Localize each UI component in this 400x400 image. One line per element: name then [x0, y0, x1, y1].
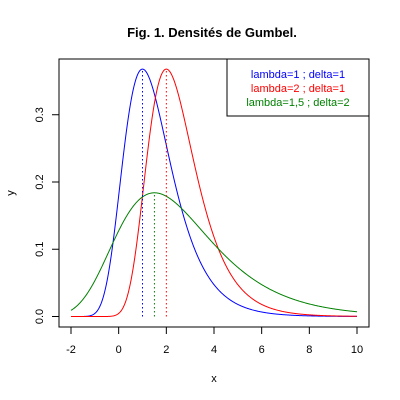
x-tick-label: 0	[116, 344, 122, 356]
x-tick-label: 2	[163, 344, 169, 356]
mode-lines-group	[142, 69, 167, 317]
series-line-3	[70, 192, 358, 313]
legend-entry-2: lambda=2 ; delta=1	[251, 83, 345, 95]
legend-entry-1: lambda=1 ; delta=1	[251, 69, 345, 81]
curves-group	[70, 68, 358, 317]
x-tick-label: -2	[66, 344, 76, 356]
x-tick-label: 8	[306, 344, 312, 356]
x-tick-label: 6	[259, 344, 265, 356]
x-axis: -2 0 2 4 6 8 10	[66, 326, 363, 356]
y-tick-label: 0.0	[34, 309, 46, 324]
y-axis-label: y	[5, 190, 17, 196]
x-tick-label: 10	[351, 344, 363, 356]
legend: lambda=1 ; delta=1 lambda=2 ; delta=1 lamb…	[226, 58, 370, 117]
x-axis-label: x	[211, 373, 217, 385]
y-axis: 0.0 0.1 0.2 0.3	[34, 107, 60, 324]
chart-title: Fig. 1. Densités de Gumbel.	[127, 25, 297, 40]
legend-entry-3: lambda=1,5 ; delta=2	[246, 97, 349, 109]
series-line-2	[71, 68, 357, 317]
legend-box	[226, 58, 370, 117]
series-line-1	[71, 68, 357, 317]
y-tick-label: 0.1	[34, 242, 46, 257]
x-tick-label: 4	[211, 344, 217, 356]
y-tick-label: 0.2	[34, 174, 46, 189]
y-tick-label: 0.3	[34, 107, 46, 122]
